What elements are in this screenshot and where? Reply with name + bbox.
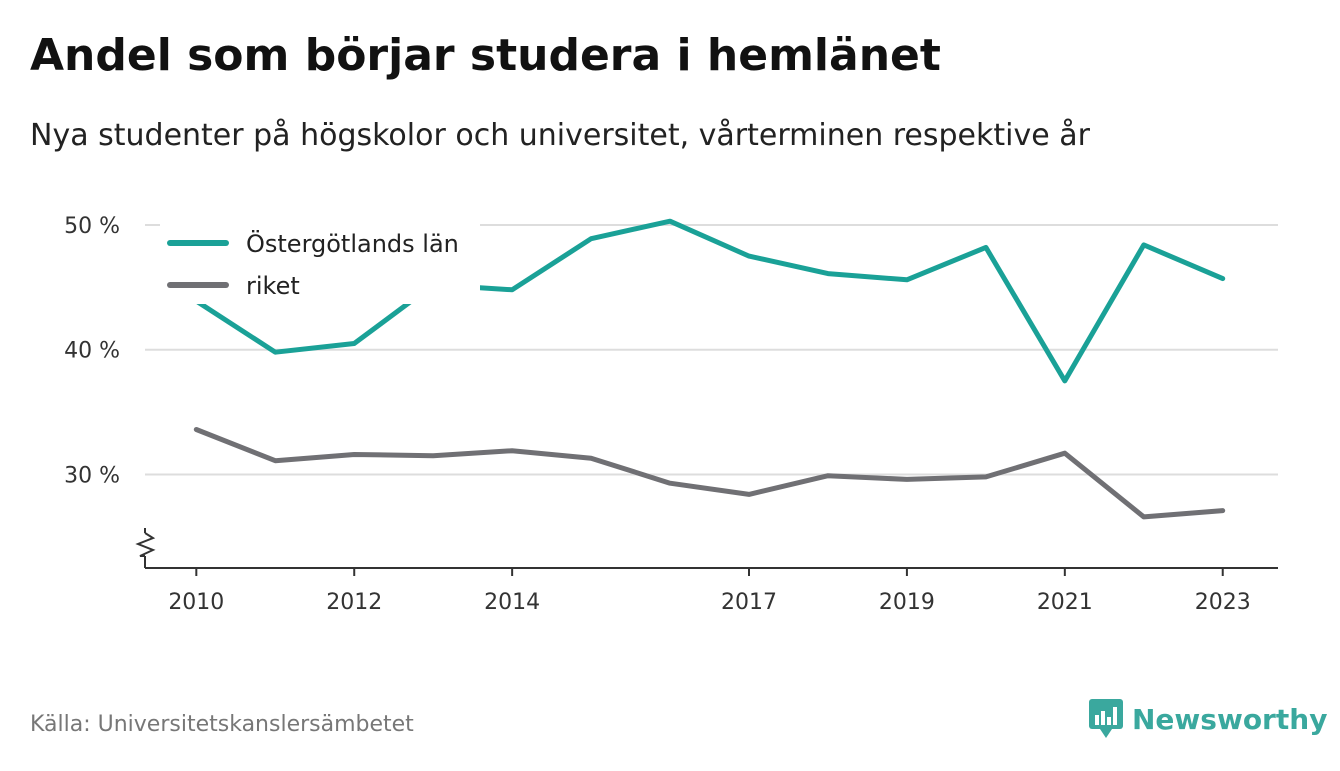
brand-logo: Newsworthy [1088, 698, 1327, 740]
legend-background [160, 222, 480, 304]
y-tick-label: 40 % [64, 339, 120, 364]
line-chart: 30 % 40 % 50 % 2010 2012 2014 2017 2019 2021 2023… [64, 214, 1278, 615]
newsworthy-icon [1089, 699, 1123, 738]
x-tick-label: 2017 [721, 590, 777, 615]
series-line-0 [193, 218, 1226, 384]
chart-title: Andel som börjar studera i hemlänet [30, 30, 941, 81]
source-note: Källa: Universitetskanslersämbetet [30, 712, 414, 737]
series-line-1 [193, 427, 1226, 520]
x-tick-label: 2014 [484, 590, 540, 615]
legend-label: Östergötlands län [246, 229, 459, 258]
legend-label: riket [246, 272, 300, 300]
axis-break-icon [135, 532, 156, 557]
x-tick-label: 2010 [168, 590, 224, 615]
legend: Östergötlands län riket [160, 222, 480, 304]
series-lines [193, 218, 1226, 520]
y-tick-label: 30 % [64, 463, 120, 488]
axes: 30 % 40 % 50 % 2010 2012 2014 2017 2019 2021 2023 [64, 214, 1278, 615]
x-tick-label: 2012 [326, 590, 382, 615]
x-tick-label: 2023 [1195, 590, 1251, 615]
x-tick-label: 2021 [1037, 590, 1093, 615]
brand-name: Newsworthy [1132, 702, 1328, 736]
y-tick-label: 50 % [64, 214, 120, 239]
chart-subtitle: Nya studenter på högskolor och universit… [30, 118, 1090, 153]
x-tick-label: 2019 [879, 590, 935, 615]
